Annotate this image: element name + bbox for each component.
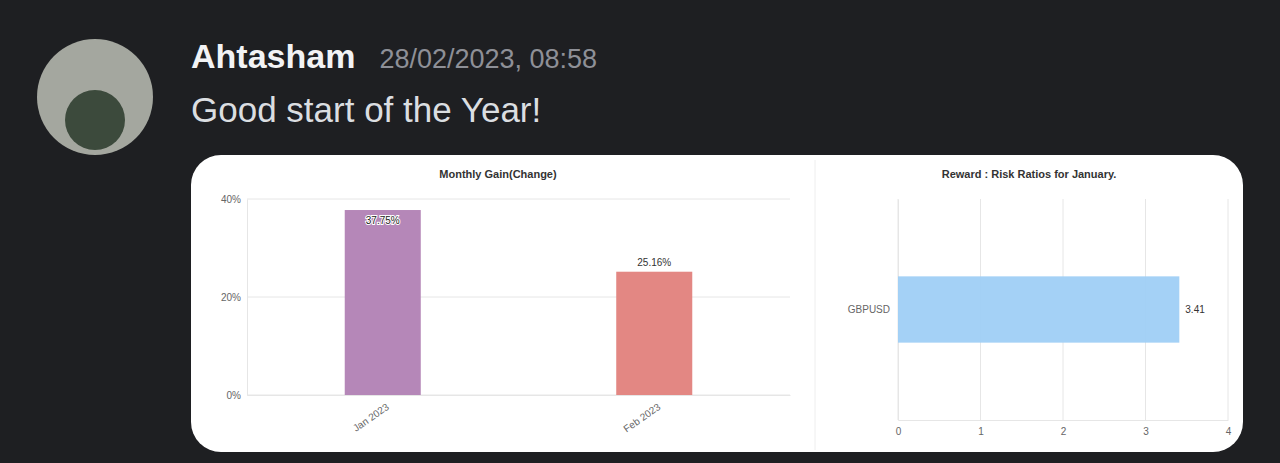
chart-title: Reward : Risk Ratios for January. — [942, 168, 1117, 180]
tick-label: Feb 2023 — [621, 401, 662, 434]
axis-line — [248, 395, 791, 396]
page: Ahtasham 28/02/2023, 08:58 Good start of t… — [0, 0, 1280, 463]
tick: 4 — [1226, 420, 1232, 437]
timestamp: 28/02/2023, 08:58 — [379, 44, 597, 74]
embed-card — [191, 155, 1243, 452]
message-text: Good start of the Year! — [191, 90, 541, 129]
avatar-circle[interactable] — [37, 39, 153, 155]
tick: 0% — [227, 390, 247, 401]
tick-label: Jan 2023 — [351, 401, 391, 434]
tick: 1 — [978, 420, 984, 437]
tick: Jan 2023 — [351, 395, 391, 434]
x-axis: 0 1 2 3 4 — [896, 420, 1232, 437]
tick: GBPUSD — [848, 304, 898, 315]
avatar-detail — [65, 90, 125, 150]
bar — [898, 276, 1179, 342]
background — [0, 0, 1280, 463]
grid-line — [247, 199, 790, 200]
tick-label: 3 — [1143, 426, 1149, 437]
x-axis: Jan 2023 Feb 2023 — [248, 395, 791, 434]
tick: Feb 2023 — [621, 395, 662, 434]
grid-line — [247, 395, 790, 396]
tick-label: 2 — [1061, 426, 1067, 437]
tick-label: GBPUSD — [848, 304, 890, 315]
bar — [616, 272, 692, 395]
chart: Reward : Risk Ratios for January. 0 1 2 3 4 GB… — [848, 168, 1232, 437]
author[interactable]: Ahtasham — [191, 37, 355, 75]
data-label: 25.16% — [637, 257, 671, 268]
bars — [345, 210, 693, 395]
tick-label: 40% — [221, 194, 241, 205]
tick-label: 20% — [221, 292, 241, 303]
axis-line — [247, 200, 248, 396]
tick: 20% — [221, 292, 247, 303]
y-axis: GBPUSD — [848, 200, 899, 421]
tick-label: 4 — [1226, 426, 1232, 437]
data-label: 3.41 — [1185, 304, 1205, 315]
axis-line — [899, 420, 1229, 421]
chart: Monthly Gain(Change) 0% 20% 40% Jan 2023 Feb … — [221, 168, 791, 434]
tick: 40% — [221, 194, 247, 205]
y-axis: 0% 20% 40% — [221, 194, 248, 401]
avatar[interactable] — [37, 39, 153, 155]
tick-label: 0 — [896, 426, 902, 437]
tick-label: 0% — [227, 390, 242, 401]
tick: 3 — [1143, 420, 1149, 437]
panel-divider — [815, 160, 816, 450]
tick-label: 1 — [978, 426, 984, 437]
grid-line — [247, 297, 790, 298]
data-label: 37.75% — [366, 215, 400, 226]
tick: 0 — [896, 420, 902, 437]
chart-title: Monthly Gain(Change) — [439, 168, 557, 180]
bar — [345, 210, 421, 395]
bars — [898, 276, 1179, 342]
tick: 2 — [1061, 420, 1067, 437]
grid-line — [1228, 199, 1229, 420]
